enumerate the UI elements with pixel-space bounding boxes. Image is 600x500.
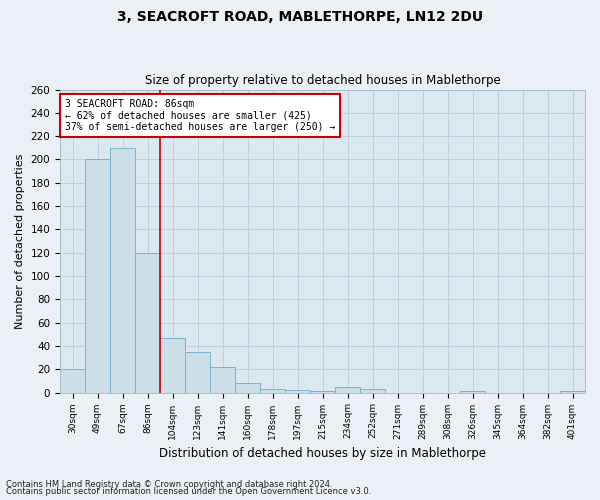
Text: 3, SEACROFT ROAD, MABLETHORPE, LN12 2DU: 3, SEACROFT ROAD, MABLETHORPE, LN12 2DU xyxy=(117,10,483,24)
Bar xyxy=(260,389,285,392)
Bar xyxy=(185,352,210,393)
Text: Contains public sector information licensed under the Open Government Licence v3: Contains public sector information licen… xyxy=(6,487,371,496)
Bar xyxy=(210,367,235,392)
Bar xyxy=(85,160,110,392)
Text: 3 SEACROFT ROAD: 86sqm
← 62% of detached houses are smaller (425)
37% of semi-de: 3 SEACROFT ROAD: 86sqm ← 62% of detached… xyxy=(65,98,335,132)
Bar xyxy=(135,252,160,392)
Bar xyxy=(110,148,135,392)
Text: Contains HM Land Registry data © Crown copyright and database right 2024.: Contains HM Land Registry data © Crown c… xyxy=(6,480,332,489)
Bar xyxy=(235,383,260,392)
Bar xyxy=(335,386,360,392)
Y-axis label: Number of detached properties: Number of detached properties xyxy=(15,154,25,329)
Title: Size of property relative to detached houses in Mablethorpe: Size of property relative to detached ho… xyxy=(145,74,500,87)
Bar xyxy=(360,389,385,392)
X-axis label: Distribution of detached houses by size in Mablethorpe: Distribution of detached houses by size … xyxy=(159,447,486,460)
Bar xyxy=(160,338,185,392)
Bar xyxy=(60,370,85,392)
Bar xyxy=(285,390,310,392)
